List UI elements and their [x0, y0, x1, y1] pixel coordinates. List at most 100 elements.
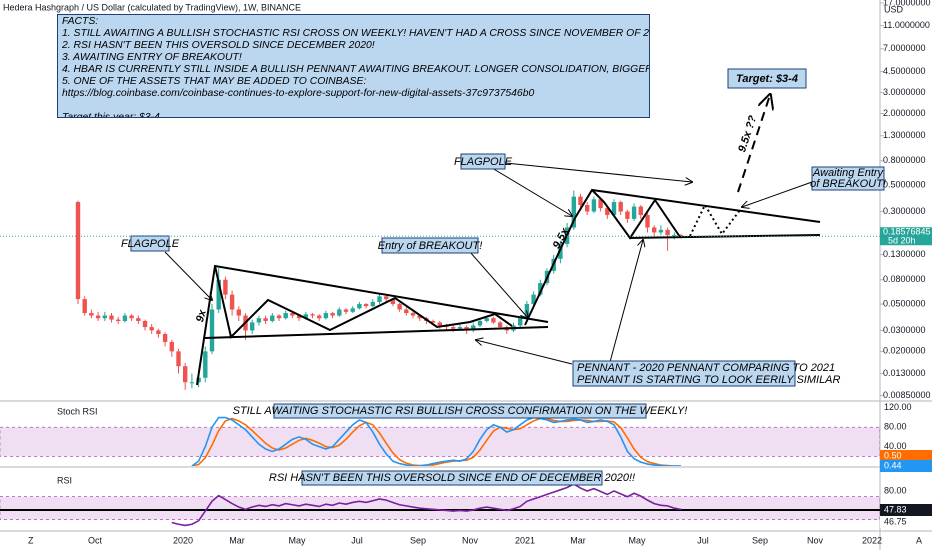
annotation: 9.5x ??: [736, 114, 759, 154]
candle-body: [350, 308, 355, 312]
candle-body: [665, 229, 670, 236]
candle-body: [357, 304, 362, 309]
value-badge: [880, 450, 932, 462]
annotation: Awaiting Entry: [812, 167, 885, 179]
arrow: [164, 251, 212, 300]
x-tick-label: Nov: [462, 535, 479, 545]
zigzag: [591, 189, 681, 240]
footer-icon[interactable]: A: [916, 535, 922, 545]
y-tick-label: 0.0800000: [883, 274, 926, 284]
y-tick-label: 0.3000000: [883, 206, 926, 216]
x-tick-label: 2020: [173, 535, 193, 545]
candle-body: [591, 199, 597, 212]
candle-body: [250, 322, 255, 331]
candle-body: [256, 318, 262, 323]
value-badge: [880, 516, 932, 528]
y-tick-label: 11.0000000: [883, 20, 930, 30]
fact-line: Target this year: $3-4: [62, 112, 160, 118]
annotation: FLAGPOLE: [454, 156, 513, 168]
indicator-line: [191, 417, 681, 466]
price-badge-label: 0.18576845: [883, 227, 931, 237]
candle-body: [149, 327, 154, 331]
header-title: Hedera Hashgraph / US Dollar (calculated…: [3, 2, 301, 12]
candle-body: [625, 211, 630, 219]
annotation: FLAGPOLE: [121, 238, 180, 250]
annotation: RSI HASN'T BEEN THIS OVERSOLD SINCE END …: [269, 472, 635, 484]
candle-body: [611, 202, 617, 216]
arrow: [491, 167, 572, 216]
candle-body: [497, 322, 503, 328]
candle-body: [223, 279, 228, 295]
x-tick-label: May: [288, 535, 306, 545]
y-tick-label: 0.5000000: [883, 179, 926, 189]
y-tick-label: 0.0130000: [883, 368, 926, 378]
arrow: [609, 240, 643, 363]
band: [0, 496, 880, 520]
candle-body: [176, 351, 181, 367]
fact-line: 2. RSI HASN'T BEEN THIS OVERSOLD SINCE D…: [62, 40, 375, 51]
candle-body: [330, 313, 335, 316]
label-box: [273, 403, 647, 419]
fact-line: FACTS:: [62, 16, 99, 27]
projection: [737, 95, 770, 193]
footer-icon[interactable]: Z: [28, 535, 34, 545]
candle-body: [638, 206, 643, 216]
label-box: [811, 166, 885, 191]
pane: [0, 416, 880, 466]
y-tick-label: 0.0300000: [883, 325, 926, 335]
candle-body: [303, 314, 308, 319]
y-tick-label: 0.8000000: [883, 155, 926, 165]
x-tick-label: Oct: [88, 535, 103, 545]
annotation: Target: $3-4: [736, 73, 798, 85]
y-tick-label: 0.00850000: [883, 390, 931, 400]
candle-body: [585, 205, 590, 212]
indicator-line: [171, 483, 682, 527]
y-tick-label: 4.5000000: [883, 66, 926, 76]
label-box: [460, 153, 506, 170]
candle-body: [337, 309, 342, 316]
candle-body: [672, 235, 677, 237]
candle-body: [209, 309, 215, 352]
candle-body: [578, 196, 583, 206]
x-tick-label: Sep: [410, 535, 426, 545]
candle-body: [652, 227, 657, 233]
candle-body: [142, 321, 148, 328]
candle-body: [189, 382, 195, 384]
label-box: [301, 470, 603, 486]
candle-body: [296, 315, 302, 319]
value-badge-label: 0.44: [884, 460, 902, 470]
label-box: [381, 237, 479, 254]
candle-body: [183, 366, 188, 383]
pane: [75, 190, 684, 390]
y-tick-label: 7.0000000: [883, 43, 926, 53]
candle-body: [317, 315, 322, 319]
y-tick-label: 3.0000000: [883, 87, 926, 97]
value-badge-label: 46.75: [884, 516, 907, 526]
candle-body: [129, 315, 134, 319]
label-box: [572, 360, 796, 387]
candle-body: [102, 315, 107, 319]
candle-body: [437, 322, 442, 326]
candle-body: [75, 202, 81, 300]
candle-body: [397, 304, 402, 310]
annotations: FLAGPOLE FLAGPOLE 9x 9.5x 9.5x ?? Entry …: [121, 68, 886, 387]
candle-body: [363, 304, 369, 307]
candle-body: [598, 199, 603, 209]
candle-body: [645, 215, 650, 228]
candle-body: [109, 315, 114, 320]
fact-line: https://blog.coinbase.com/coinbase-conti…: [62, 88, 535, 99]
annotation: 9x: [194, 308, 209, 324]
candle-body: [484, 318, 489, 322]
candle-body: [491, 318, 496, 323]
y-tick-label: 2.0000000: [883, 108, 926, 118]
candle-body: [343, 309, 349, 312]
candle-body: [310, 314, 315, 316]
indicator-line: [191, 416, 681, 466]
candle-body: [290, 313, 295, 316]
y-tick-label: 1.3000000: [883, 130, 926, 140]
annotation: PENNANT - 2020 PENNANT COMPARING TO 2021: [577, 362, 835, 374]
currency: USD: [884, 4, 904, 14]
band: [0, 426, 880, 457]
